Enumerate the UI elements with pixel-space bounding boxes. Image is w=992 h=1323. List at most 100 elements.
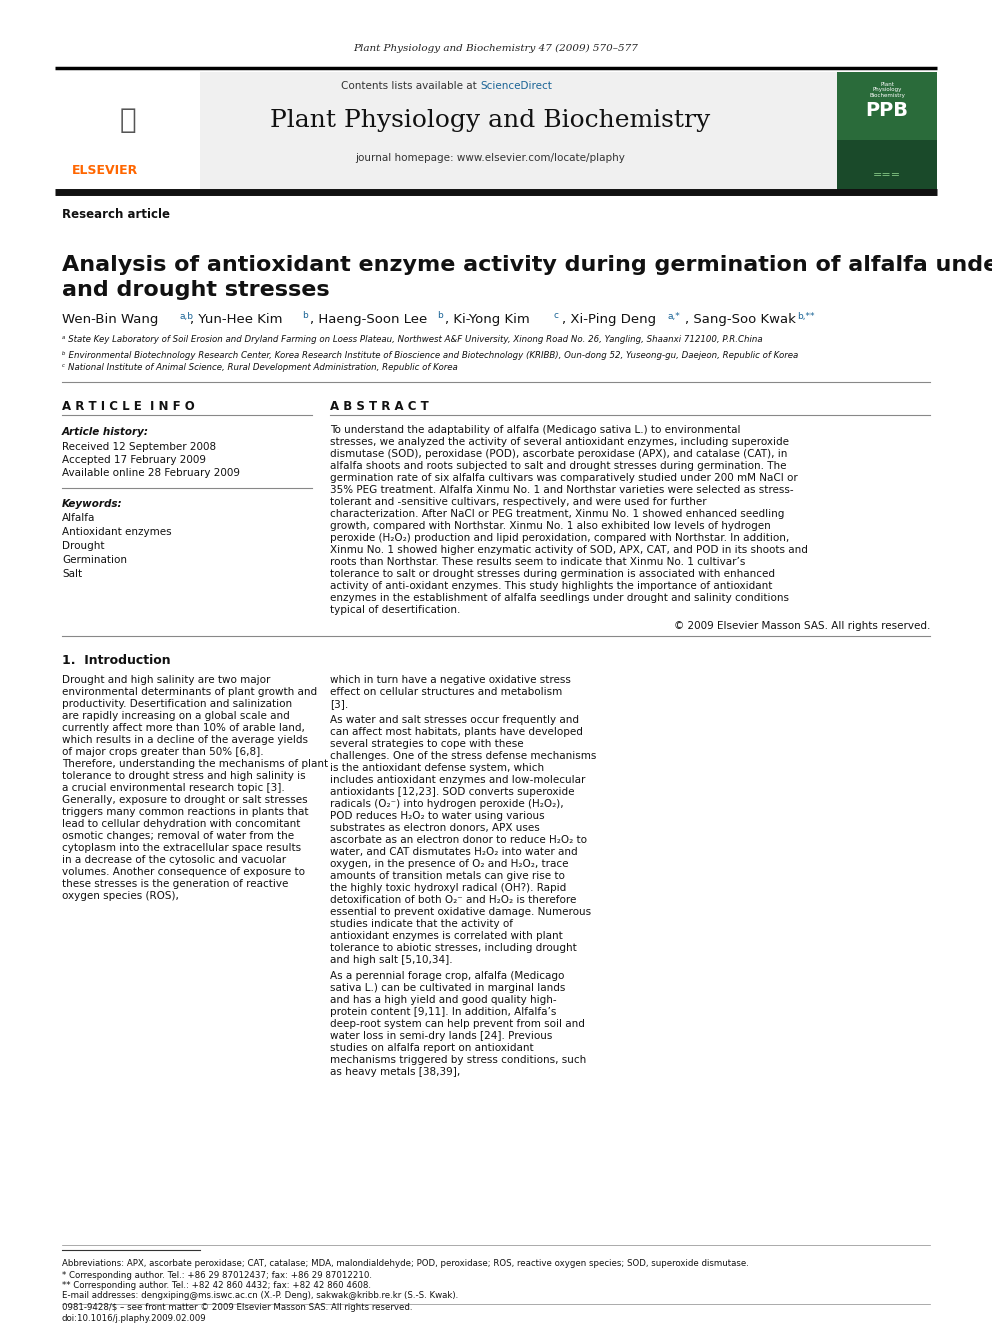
Text: oxygen species (ROS),: oxygen species (ROS), (62, 890, 179, 901)
Text: sativa L.) can be cultivated in marginal lands: sativa L.) can be cultivated in marginal… (330, 983, 565, 994)
Text: typical of desertification.: typical of desertification. (330, 605, 460, 615)
Text: a,b: a,b (179, 311, 193, 320)
Text: enzymes in the establishment of alfalfa seedlings under drought and salinity con: enzymes in the establishment of alfalfa … (330, 593, 789, 603)
Text: oxygen, in the presence of O₂ and H₂O₂, trace: oxygen, in the presence of O₂ and H₂O₂, … (330, 859, 568, 869)
Text: 🌲: 🌲 (120, 106, 136, 134)
Text: Therefore, understanding the mechanisms of plant: Therefore, understanding the mechanisms … (62, 759, 328, 769)
Text: A B S T R A C T: A B S T R A C T (330, 400, 429, 413)
Text: Analysis of antioxidant enzyme activity during germination of alfalfa under salt: Analysis of antioxidant enzyme activity … (62, 255, 992, 300)
Text: tolerant and -sensitive cultivars, respectively, and were used for further: tolerant and -sensitive cultivars, respe… (330, 497, 706, 507)
Text: 35% PEG treatment. Alfalfa Xinmu No. 1 and Northstar varieties were selected as : 35% PEG treatment. Alfalfa Xinmu No. 1 a… (330, 486, 794, 495)
Text: , Haeng-Soon Lee: , Haeng-Soon Lee (310, 314, 428, 327)
Text: ScienceDirect: ScienceDirect (480, 81, 552, 91)
Text: of major crops greater than 50% [6,8].: of major crops greater than 50% [6,8]. (62, 747, 264, 757)
Text: Generally, exposure to drought or salt stresses: Generally, exposure to drought or salt s… (62, 795, 308, 804)
Text: osmotic changes; removal of water from the: osmotic changes; removal of water from t… (62, 831, 294, 841)
Text: and has a high yield and good quality high-: and has a high yield and good quality hi… (330, 995, 557, 1005)
Text: Alfalfa: Alfalfa (62, 513, 95, 523)
Text: alfalfa shoots and roots subjected to salt and drought stresses during germinati: alfalfa shoots and roots subjected to sa… (330, 460, 787, 471)
Text: water loss in semi-dry lands [24]. Previous: water loss in semi-dry lands [24]. Previ… (330, 1031, 553, 1041)
Text: deep-root system can help prevent from soil and: deep-root system can help prevent from s… (330, 1019, 585, 1029)
Text: mechanisms triggered by stress conditions, such: mechanisms triggered by stress condition… (330, 1054, 586, 1065)
Text: can affect most habitats, plants have developed: can affect most habitats, plants have de… (330, 728, 583, 737)
Text: Accepted 17 February 2009: Accepted 17 February 2009 (62, 455, 206, 464)
Text: Xinmu No. 1 showed higher enzymatic activity of SOD, APX, CAT, and POD in its sh: Xinmu No. 1 showed higher enzymatic acti… (330, 545, 807, 556)
Text: productivity. Desertification and salinization: productivity. Desertification and salini… (62, 699, 292, 709)
Text: , Ki-Yong Kim: , Ki-Yong Kim (445, 314, 530, 327)
Text: A R T I C L E  I N F O: A R T I C L E I N F O (62, 400, 194, 413)
Text: 0981-9428/$ – see front matter © 2009 Elsevier Masson SAS. All rights reserved.
: 0981-9428/$ – see front matter © 2009 El… (62, 1303, 413, 1323)
Text: amounts of transition metals can give rise to: amounts of transition metals can give ri… (330, 871, 564, 881)
Text: Research article: Research article (62, 209, 170, 221)
Text: tolerance to drought stress and high salinity is: tolerance to drought stress and high sal… (62, 771, 306, 781)
Text: b: b (437, 311, 442, 320)
Text: Salt: Salt (62, 569, 82, 579)
Text: currently affect more than 10% of arable land,: currently affect more than 10% of arable… (62, 722, 305, 733)
Bar (55, 71, 837, 191)
Text: cytoplasm into the extracellular space results: cytoplasm into the extracellular space r… (62, 843, 302, 853)
Text: , Yun-Hee Kim: , Yun-Hee Kim (190, 314, 283, 327)
Text: ELSEVIER: ELSEVIER (71, 164, 138, 176)
Text: roots than Northstar. These results seem to indicate that Xinmu No. 1 cultivar’s: roots than Northstar. These results seem… (330, 557, 745, 568)
Text: essential to prevent oxidative damage. Numerous: essential to prevent oxidative damage. N… (330, 908, 591, 917)
Text: environmental determinants of plant growth and: environmental determinants of plant grow… (62, 687, 317, 697)
Text: 1.  Introduction: 1. Introduction (62, 654, 171, 667)
Text: As water and salt stresses occur frequently and: As water and salt stresses occur frequen… (330, 714, 579, 725)
Text: a crucial environmental research topic [3].: a crucial environmental research topic [… (62, 783, 285, 792)
Text: dismutase (SOD), peroxidase (POD), ascorbate peroxidase (APX), and catalase (CAT: dismutase (SOD), peroxidase (POD), ascor… (330, 448, 788, 459)
Text: antioxidants [12,23]. SOD converts superoxide: antioxidants [12,23]. SOD converts super… (330, 787, 574, 796)
Text: Antioxidant enzymes: Antioxidant enzymes (62, 527, 172, 537)
Text: Contents lists available at: Contents lists available at (341, 81, 480, 91)
Text: journal homepage: www.elsevier.com/locate/plaphy: journal homepage: www.elsevier.com/locat… (355, 153, 625, 163)
Text: activity of anti-oxidant enzymes. This study highlights the importance of antiox: activity of anti-oxidant enzymes. This s… (330, 581, 773, 591)
Text: ᶜ National Institute of Animal Science, Rural Development Administration, Republ: ᶜ National Institute of Animal Science, … (62, 364, 457, 373)
Text: , Sang-Soo Kwak: , Sang-Soo Kwak (685, 314, 796, 327)
Text: in a decrease of the cytosolic and vacuolar: in a decrease of the cytosolic and vacuo… (62, 855, 286, 865)
Text: the highly toxic hydroxyl radical (OH?). Rapid: the highly toxic hydroxyl radical (OH?).… (330, 882, 566, 893)
Text: Abbreviations: APX, ascorbate peroxidase; CAT, catalase; MDA, malondialdehyde; P: Abbreviations: APX, ascorbate peroxidase… (62, 1258, 749, 1267)
Text: are rapidly increasing on a global scale and: are rapidly increasing on a global scale… (62, 710, 290, 721)
Text: peroxide (H₂O₂) production and lipid peroxidation, compared with Northstar. In a: peroxide (H₂O₂) production and lipid per… (330, 533, 790, 542)
Text: E-mail addresses: dengxiping@ms.iswc.ac.cn (X.-P. Deng), sakwak@kribb.re.kr (S.-: E-mail addresses: dengxiping@ms.iswc.ac.… (62, 1290, 458, 1299)
Bar (55, 71, 200, 191)
Text: which in turn have a negative oxidative stress: which in turn have a negative oxidative … (330, 675, 570, 685)
Text: Germination: Germination (62, 556, 127, 565)
Text: studies indicate that the activity of: studies indicate that the activity of (330, 919, 513, 929)
Text: is the antioxidant defense system, which: is the antioxidant defense system, which (330, 763, 545, 773)
Text: Plant Physiology and Biochemistry 47 (2009) 570–577: Plant Physiology and Biochemistry 47 (20… (353, 44, 639, 53)
Text: Keywords:: Keywords: (62, 499, 123, 509)
Text: Drought: Drought (62, 541, 104, 550)
Text: ascorbate as an electron donor to reduce H₂O₂ to: ascorbate as an electron donor to reduce… (330, 835, 587, 845)
Text: To understand the adaptability of alfalfa (Medicago sativa L.) to environmental: To understand the adaptability of alfalf… (330, 425, 740, 435)
Text: Wen-Bin Wang: Wen-Bin Wang (62, 314, 159, 327)
Text: radicals (O₂⁻) into hydrogen peroxide (H₂O₂),: radicals (O₂⁻) into hydrogen peroxide (H… (330, 799, 563, 808)
Text: Plant Physiology and Biochemistry: Plant Physiology and Biochemistry (270, 108, 710, 131)
Text: which results in a decline of the average yields: which results in a decline of the averag… (62, 736, 308, 745)
Text: , Xi-Ping Deng: , Xi-Ping Deng (562, 314, 656, 327)
Text: POD reduces H₂O₂ to water using various: POD reduces H₂O₂ to water using various (330, 811, 545, 822)
Text: growth, compared with Northstar. Xinmu No. 1 also exhibited low levels of hydrog: growth, compared with Northstar. Xinmu N… (330, 521, 771, 531)
Text: as heavy metals [38,39],: as heavy metals [38,39], (330, 1068, 460, 1077)
Text: triggers many common reactions in plants that: triggers many common reactions in plants… (62, 807, 309, 818)
Text: tolerance to salt or drought stresses during germination is associated with enha: tolerance to salt or drought stresses du… (330, 569, 775, 579)
Text: PPB: PPB (865, 101, 909, 119)
Text: b: b (302, 311, 308, 320)
Text: substrates as electron donors, APX uses: substrates as electron donors, APX uses (330, 823, 540, 833)
Text: characterization. After NaCl or PEG treatment, Xinmu No. 1 showed enhanced seedl: characterization. After NaCl or PEG trea… (330, 509, 785, 519)
Text: tolerance to abiotic stresses, including drought: tolerance to abiotic stresses, including… (330, 943, 576, 953)
Text: Plant
Physiology
Biochemistry: Plant Physiology Biochemistry (869, 82, 905, 98)
Text: volumes. Another consequence of exposure to: volumes. Another consequence of exposure… (62, 867, 305, 877)
Text: detoxification of both O₂⁻ and H₂O₂ is therefore: detoxification of both O₂⁻ and H₂O₂ is t… (330, 894, 576, 905)
Text: [3].: [3]. (330, 699, 348, 709)
Text: these stresses is the generation of reactive: these stresses is the generation of reac… (62, 878, 289, 889)
Text: water, and CAT dismutates H₂O₂ into water and: water, and CAT dismutates H₂O₂ into wate… (330, 847, 577, 857)
Bar (837, 71, 937, 191)
Text: ** Corresponding author. Tel.: +82 42 860 4432; fax: +82 42 860 4608.: ** Corresponding author. Tel.: +82 42 86… (62, 1281, 371, 1290)
Text: includes antioxidant enzymes and low-molecular: includes antioxidant enzymes and low-mol… (330, 775, 585, 785)
Text: c: c (554, 311, 559, 320)
Text: lead to cellular dehydration with concomitant: lead to cellular dehydration with concom… (62, 819, 301, 830)
Text: several strategies to cope with these: several strategies to cope with these (330, 740, 524, 749)
Text: studies on alfalfa report on antioxidant: studies on alfalfa report on antioxidant (330, 1043, 534, 1053)
Text: effect on cellular structures and metabolism: effect on cellular structures and metabo… (330, 687, 562, 697)
Text: Available online 28 February 2009: Available online 28 February 2009 (62, 468, 240, 478)
